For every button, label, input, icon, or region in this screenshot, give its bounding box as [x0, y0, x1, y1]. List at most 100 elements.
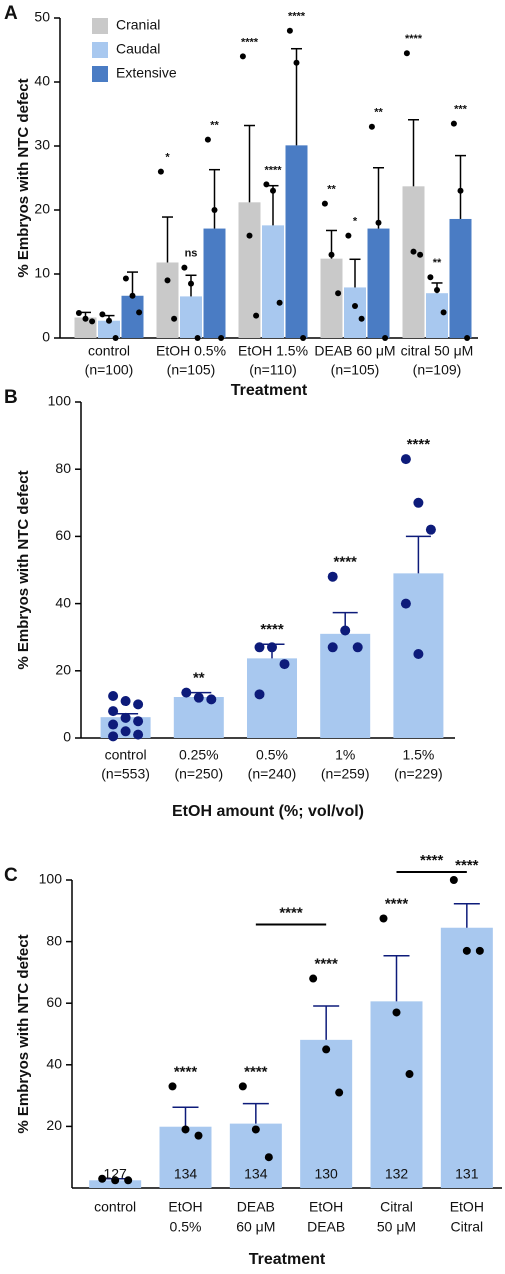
data-point: [335, 1088, 344, 1097]
count-label: 130: [314, 1166, 338, 1182]
y-tick-label: 60: [46, 994, 62, 1010]
x-tick-label: (n=553): [101, 766, 150, 782]
data-point: [188, 280, 194, 287]
significance-label: ****: [241, 36, 259, 48]
data-point: [133, 716, 144, 727]
x-tick-label: Citral: [450, 1219, 483, 1235]
y-tick-label: 100: [48, 393, 72, 409]
data-point: [75, 310, 82, 317]
data-point: [193, 692, 204, 703]
data-point: [464, 335, 471, 341]
x-tick-label: citral 50 μM: [401, 343, 474, 359]
data-point: [400, 454, 411, 465]
y-tick-label: 20: [55, 662, 71, 678]
x-tick-label: DEAB: [237, 1199, 275, 1215]
bar: [203, 228, 226, 338]
data-point: [206, 694, 217, 705]
data-point: [286, 27, 293, 34]
significance-label: ***: [454, 104, 468, 116]
data-point: [270, 187, 276, 194]
y-tick-label: 40: [34, 73, 50, 89]
data-point: [254, 642, 265, 653]
bar: [449, 218, 472, 338]
data-point: [171, 315, 178, 322]
y-tick-label: 80: [46, 932, 62, 948]
data-point: [427, 274, 434, 281]
significance-label: **: [327, 184, 336, 196]
comparison-label: ****: [420, 852, 444, 869]
data-point: [254, 689, 265, 700]
data-point: [246, 232, 253, 239]
data-point: [457, 187, 464, 194]
x-tick-label: (n=229): [394, 766, 443, 782]
significance-label: **: [193, 670, 205, 687]
data-point: [133, 729, 144, 740]
x-tick-label: 1.5%: [402, 747, 434, 763]
data-point: [321, 200, 328, 207]
data-point: [263, 181, 270, 188]
data-point: [120, 696, 131, 707]
significance-label: ns: [185, 248, 198, 260]
x-tick-label: DEAB: [307, 1219, 345, 1235]
data-point: [327, 642, 338, 653]
y-tick-label: 20: [34, 201, 50, 217]
data-point: [239, 53, 246, 60]
data-point: [382, 335, 389, 341]
significance-label: **: [433, 257, 442, 269]
bar: [370, 1001, 423, 1188]
bar: [402, 186, 425, 338]
significance-label: ****: [314, 956, 338, 973]
data-point: [400, 598, 411, 609]
data-point: [276, 299, 283, 306]
data-point: [120, 726, 131, 737]
bar: [300, 1039, 353, 1188]
x-tick-label: 50 μM: [377, 1219, 416, 1235]
data-point: [327, 571, 338, 582]
data-point: [352, 303, 358, 309]
y-tick-label: 100: [39, 871, 63, 887]
significance-label: ****: [264, 164, 282, 176]
x-tick-label: (n=100): [85, 362, 134, 378]
significance-label: ****: [260, 621, 284, 638]
panel-label: B: [4, 387, 18, 408]
legend-label: Extensive: [116, 65, 177, 81]
y-tick-label: 10: [34, 265, 50, 281]
count-label: 134: [174, 1166, 198, 1182]
panel-label: C: [4, 865, 18, 886]
legend-label: Caudal: [116, 41, 160, 57]
x-tick-label: (n=250): [174, 766, 223, 782]
y-tick-label: 40: [55, 594, 71, 610]
bar: [344, 287, 366, 338]
data-point: [82, 315, 89, 322]
y-tick-label: 20: [46, 1117, 62, 1133]
data-point: [379, 914, 388, 923]
x-tick-label: control: [105, 747, 147, 763]
count-label: 132: [385, 1166, 409, 1182]
bar: [121, 295, 144, 338]
count-label: 131: [455, 1166, 479, 1182]
data-point: [124, 1176, 133, 1185]
x-tick-label: EtOH 1.5%: [238, 343, 308, 359]
data-point: [440, 309, 447, 316]
bar: [229, 1123, 282, 1188]
data-point: [157, 168, 164, 175]
x-tick-label: (n=105): [331, 362, 380, 378]
data-point: [111, 1176, 120, 1185]
data-point: [434, 287, 440, 293]
data-point: [108, 691, 119, 701]
bar: [320, 258, 343, 338]
x-tick-label: 0.5%: [170, 1219, 202, 1235]
data-point: [98, 1174, 107, 1183]
data-point: [413, 649, 424, 659]
data-point: [293, 59, 300, 66]
data-point: [204, 136, 211, 143]
legend-swatch: [92, 66, 108, 82]
y-tick-label: 50: [34, 9, 50, 25]
y-tick-label: 60: [55, 527, 71, 543]
data-point: [99, 311, 106, 318]
significance-label: ****: [174, 1063, 198, 1080]
data-point: [251, 1125, 260, 1134]
data-point: [164, 277, 171, 284]
data-point: [328, 251, 335, 258]
